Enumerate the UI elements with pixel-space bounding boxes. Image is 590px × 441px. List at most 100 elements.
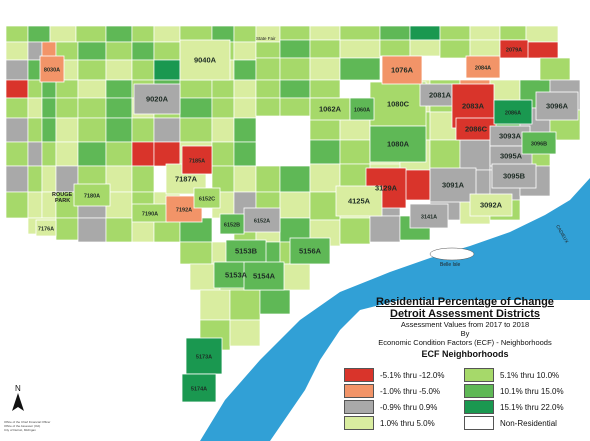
- district-shape: [77, 59, 107, 81]
- district-shape: [55, 217, 79, 241]
- district-label: 5153B: [235, 247, 258, 256]
- legend-item: -1.0% thru -5.0%: [344, 384, 440, 398]
- rouge-park-label: ROUGE PARK: [52, 192, 73, 204]
- district-shape: [309, 25, 341, 41]
- district-shape: [279, 263, 311, 291]
- district-shape: [131, 165, 155, 193]
- district-shape: [41, 97, 57, 119]
- district-shape: [131, 41, 155, 61]
- district-shape: [55, 97, 79, 119]
- district-shape: [5, 117, 29, 143]
- district-shape: [279, 79, 311, 99]
- legend-swatch: [464, 368, 494, 382]
- legend-swatch: [464, 416, 494, 430]
- district-label: 6152C: [199, 197, 215, 203]
- district-label: 5173A: [196, 355, 212, 361]
- district-shape: [5, 141, 29, 167]
- district-5156a: [289, 237, 331, 265]
- district-label: 9020A: [146, 95, 169, 104]
- district-7180a: [73, 183, 111, 207]
- district-7185a: [181, 145, 213, 175]
- district-shape: [211, 25, 235, 43]
- district-shape: [105, 117, 133, 143]
- district-shape: [5, 97, 29, 119]
- district-shape: [233, 59, 257, 81]
- district-label: 2081A: [429, 91, 452, 100]
- district-label: 4125A: [348, 197, 371, 206]
- belle-isle-island: [429, 247, 475, 261]
- district-label: 8030A: [44, 68, 60, 74]
- district-label: 2079A: [506, 48, 522, 54]
- district-shape: [77, 141, 107, 167]
- district-1080c: [369, 81, 427, 127]
- district-shape: [439, 25, 471, 41]
- legend-swatch: [464, 400, 494, 414]
- district-shape: [379, 25, 411, 41]
- district-shape: [41, 117, 57, 143]
- district-label: 3096B: [531, 142, 547, 148]
- district-label: 7192A: [176, 208, 192, 214]
- district-shape: [27, 141, 43, 167]
- district-label: 2086C: [465, 125, 488, 134]
- district-label: 6152B: [224, 223, 240, 229]
- district-3091a: [429, 167, 477, 203]
- district-shape: [179, 97, 213, 119]
- district-shape: [309, 117, 341, 141]
- district-3092a: [469, 193, 513, 217]
- district-shape: [255, 57, 281, 81]
- district-shape: [211, 79, 235, 99]
- legend-swatch: [464, 384, 494, 398]
- legend-item: -5.1% thru -12.0%: [344, 368, 444, 382]
- north-letter: N: [15, 384, 21, 393]
- legend-swatch: [344, 416, 374, 430]
- credit-line: Office of the Assessor (OA): [4, 424, 41, 428]
- district-shape: [153, 25, 181, 43]
- district-1060a: [349, 97, 375, 121]
- district-1076a: [381, 55, 423, 85]
- district-shape: [525, 25, 559, 43]
- district-5173a: [185, 337, 223, 375]
- district-shape: [233, 141, 257, 167]
- district-shape: [105, 41, 133, 61]
- district-label: 5174A: [191, 387, 207, 393]
- district-shape: [309, 163, 341, 193]
- legend: -5.1% thru -12.0% -1.0% thru -5.0% -0.9%…: [344, 368, 590, 430]
- district-shape: [49, 25, 77, 43]
- north-arrow-icon: N: [12, 384, 24, 411]
- district-label: 7187A: [175, 175, 198, 184]
- district-label: 5153A: [225, 271, 248, 280]
- district-1080a: [369, 125, 427, 163]
- district-shape: [279, 165, 311, 193]
- district-9040a: [179, 39, 231, 81]
- district-shape: [179, 79, 213, 99]
- district-shape: [153, 41, 181, 61]
- district-shape: [27, 97, 43, 119]
- district-shape: [27, 117, 43, 143]
- legend-label: 5.1% thru 10.0%: [500, 370, 560, 380]
- district-shape: [279, 97, 311, 117]
- district-3096a: [535, 91, 579, 121]
- legend-label: Non-Residential: [500, 418, 557, 428]
- district-label: 3095A: [500, 152, 523, 161]
- district-8030a: [39, 55, 65, 83]
- district-shape: [525, 41, 559, 59]
- district-shape: [41, 141, 57, 167]
- district-label: 2086A: [505, 111, 521, 117]
- district-3095b: [491, 163, 537, 189]
- legend-label: -0.9% thru 0.9%: [380, 402, 438, 412]
- district-shape: [309, 139, 341, 165]
- legend-label: -1.0% thru -5.0%: [380, 386, 441, 396]
- district-shape: [409, 39, 441, 57]
- district-shape: [55, 117, 79, 143]
- district-shape: [5, 191, 29, 219]
- legend-item: -0.9% thru 0.9%: [344, 400, 437, 414]
- district-shape: [229, 289, 261, 321]
- district-shape: [211, 141, 235, 167]
- by-text: By: [460, 329, 470, 338]
- district-label: 7185A: [189, 159, 205, 165]
- district-label: 1080C: [387, 100, 410, 109]
- district-shape: [131, 59, 155, 81]
- district-label: 7180A: [84, 194, 100, 200]
